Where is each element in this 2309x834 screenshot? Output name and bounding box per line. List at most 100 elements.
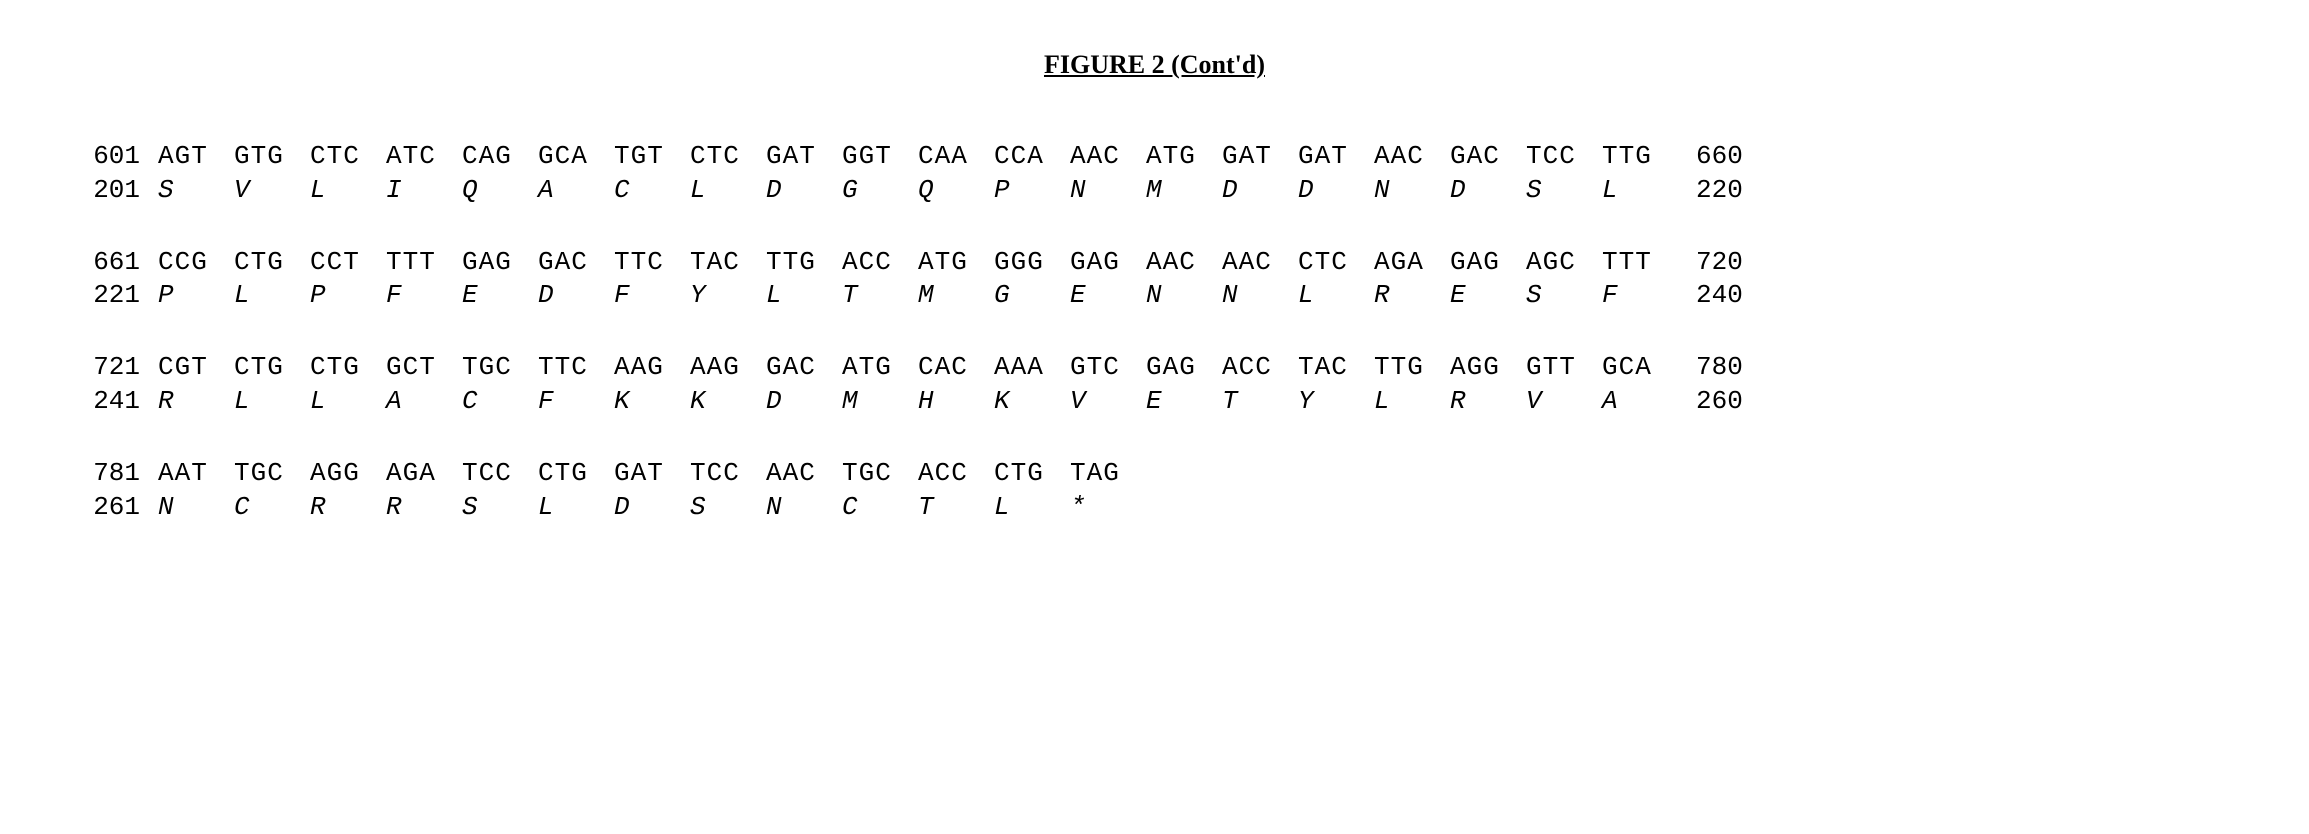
- amino-acid: R: [1374, 279, 1450, 313]
- sequence-block: 781AATTGCAGGAGATCCCTGGATTCCAACTGCACCCTGT…: [70, 457, 2239, 525]
- codon: CCG: [158, 246, 234, 280]
- codon: GAG: [1146, 351, 1222, 385]
- nucleotide-end-position: 780: [1678, 351, 1766, 385]
- codon: GCA: [1602, 351, 1678, 385]
- codon: TTC: [614, 246, 690, 280]
- codon: CTG: [234, 351, 310, 385]
- aa-end-position: 240: [1678, 279, 1766, 313]
- codon: GAT: [1298, 140, 1374, 174]
- nucleotide-row: 781AATTGCAGGAGATCCCTGGATTCCAACTGCACCCTGT…: [70, 457, 2239, 491]
- amino-acid: K: [614, 385, 690, 419]
- amino-acid: *: [1070, 491, 1146, 525]
- amino-acid: M: [842, 385, 918, 419]
- codon: ATG: [1146, 140, 1222, 174]
- amino-acid: L: [234, 279, 310, 313]
- amino-acid: A: [1602, 385, 1678, 419]
- sequence-container: 601AGTGTGCTCATCCAGGCATGTCTCGATGGTCAACCAA…: [70, 140, 2239, 524]
- amino-acid: D: [614, 491, 690, 525]
- sequence-block: 661CCGCTGCCTTTTGAGGACTTCTACTTGACCATGGGGG…: [70, 246, 2239, 314]
- codon: GCA: [538, 140, 614, 174]
- codon: AGA: [386, 457, 462, 491]
- amino-acid: H: [918, 385, 994, 419]
- amino-acid: R: [158, 385, 234, 419]
- nucleotide-end-position: 720: [1678, 246, 1766, 280]
- amino-acid: K: [994, 385, 1070, 419]
- nucleotide-end-position: 660: [1678, 140, 1766, 174]
- amino-acid: Y: [1298, 385, 1374, 419]
- amino-acid: D: [1450, 174, 1526, 208]
- amino-acid: E: [462, 279, 538, 313]
- codon: AAC: [766, 457, 842, 491]
- codon: CAA: [918, 140, 994, 174]
- codon: TTG: [1374, 351, 1450, 385]
- amino-acid: S: [158, 174, 234, 208]
- amino-acid: Q: [918, 174, 994, 208]
- codon: TTT: [386, 246, 462, 280]
- amino-acid: V: [234, 174, 310, 208]
- codon: AAC: [1070, 140, 1146, 174]
- codon: GAG: [1450, 246, 1526, 280]
- codon: GAT: [614, 457, 690, 491]
- amino-acid: G: [994, 279, 1070, 313]
- amino-acid: E: [1070, 279, 1146, 313]
- sequence-block: 601AGTGTGCTCATCCAGGCATGTCTCGATGGTCAACCAA…: [70, 140, 2239, 208]
- figure-title: FIGURE 2 (Cont'd): [70, 50, 2239, 80]
- codon: GAG: [462, 246, 538, 280]
- amino-acid: E: [1450, 279, 1526, 313]
- codon: CGT: [158, 351, 234, 385]
- amino-acid: M: [1146, 174, 1222, 208]
- amino-acid: N: [1222, 279, 1298, 313]
- codon: TCC: [1526, 140, 1602, 174]
- amino-acid: L: [310, 385, 386, 419]
- codon: AAC: [1374, 140, 1450, 174]
- codon: AGG: [310, 457, 386, 491]
- aa-start-position: 261: [70, 491, 158, 525]
- amino-acid: I: [386, 174, 462, 208]
- codon: TGC: [234, 457, 310, 491]
- amino-acid: P: [158, 279, 234, 313]
- amino-acid: N: [158, 491, 234, 525]
- amino-acid: D: [1222, 174, 1298, 208]
- nucleotide-start-position: 661: [70, 246, 158, 280]
- codon: AGT: [158, 140, 234, 174]
- amino-acid: F: [386, 279, 462, 313]
- amino-acid: D: [1298, 174, 1374, 208]
- codon: CTG: [538, 457, 614, 491]
- codon: AAG: [614, 351, 690, 385]
- codon: ATG: [842, 351, 918, 385]
- codon: CCA: [994, 140, 1070, 174]
- amino-acid: A: [386, 385, 462, 419]
- amino-acid: R: [386, 491, 462, 525]
- amino-acid: N: [1070, 174, 1146, 208]
- amino-acid: F: [614, 279, 690, 313]
- codon: ACC: [842, 246, 918, 280]
- amino-acid: F: [538, 385, 614, 419]
- amino-acid: C: [462, 385, 538, 419]
- codon: CTG: [234, 246, 310, 280]
- codon: AAT: [158, 457, 234, 491]
- amino-acid: L: [1298, 279, 1374, 313]
- amino-acid: R: [310, 491, 386, 525]
- codon: GGG: [994, 246, 1070, 280]
- amino-acid: S: [1526, 279, 1602, 313]
- nucleotide-row: 661CCGCTGCCTTTTGAGGACTTCTACTTGACCATGGGGG…: [70, 246, 2239, 280]
- codon: AGG: [1450, 351, 1526, 385]
- amino-acid: D: [538, 279, 614, 313]
- amino-acid: C: [614, 174, 690, 208]
- codon: TTC: [538, 351, 614, 385]
- codon: AAC: [1146, 246, 1222, 280]
- amino-acid: C: [234, 491, 310, 525]
- amino-acid: L: [766, 279, 842, 313]
- codon: CTC: [1298, 246, 1374, 280]
- amino-acid: N: [766, 491, 842, 525]
- aa-end-position: 260: [1678, 385, 1766, 419]
- codon: GAT: [1222, 140, 1298, 174]
- codon: ACC: [918, 457, 994, 491]
- amino-acid: P: [994, 174, 1070, 208]
- codon: TGC: [462, 351, 538, 385]
- amino-acid-row: 261NCRRSLDSNCTL*: [70, 491, 2239, 525]
- amino-acid: D: [766, 385, 842, 419]
- nucleotide-start-position: 601: [70, 140, 158, 174]
- amino-acid-row: 221PLPFEDFYLTMGENNLRESF240: [70, 279, 2239, 313]
- amino-acid: L: [538, 491, 614, 525]
